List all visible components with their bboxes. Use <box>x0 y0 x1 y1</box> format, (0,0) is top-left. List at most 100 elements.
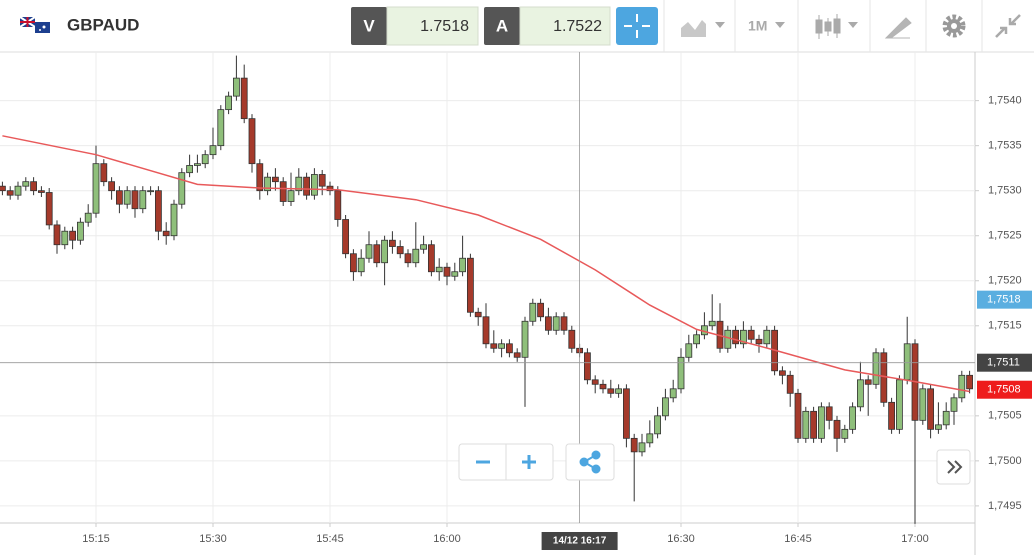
candle-body <box>724 329 732 349</box>
dropdown-arrow <box>775 22 785 28</box>
bid-price: 1.7518 <box>420 18 469 35</box>
candle-body <box>693 334 700 345</box>
candle-body <box>537 302 544 318</box>
candle-body <box>279 181 287 202</box>
candle-body <box>193 163 201 166</box>
candle-body <box>864 379 872 385</box>
candle-body <box>256 163 264 192</box>
candle-body <box>786 374 794 394</box>
candle-body <box>568 329 576 349</box>
candle-body <box>833 419 841 439</box>
share-panel <box>565 443 615 481</box>
candle-body <box>178 172 186 205</box>
candle-body <box>747 329 755 340</box>
share-button[interactable] <box>579 450 601 474</box>
y-tick-label: 1,7535 <box>988 140 1022 152</box>
candle-body <box>443 266 451 277</box>
candle-body <box>825 406 833 421</box>
candle-body <box>927 388 934 430</box>
candle-body <box>708 320 716 327</box>
candle-body <box>669 388 677 399</box>
candle-body <box>427 244 435 273</box>
candle-body <box>264 176 272 192</box>
collapse-button[interactable] <box>995 14 1021 38</box>
symbol: GBPAUD <box>67 15 139 34</box>
candle-body <box>100 163 108 183</box>
bid-badge[interactable] <box>351 7 387 45</box>
crosshair-value-box <box>977 353 1032 372</box>
candle-body <box>482 316 490 345</box>
y-tick-label: 1,7530 <box>988 185 1022 197</box>
scroll-to-end-button[interactable] <box>947 460 963 474</box>
candle-body <box>880 352 888 403</box>
candle-body <box>147 190 155 193</box>
candle-body <box>357 257 365 273</box>
settings-button[interactable] <box>942 14 966 38</box>
candle-body <box>108 181 115 192</box>
candle-body <box>38 190 45 193</box>
candle-body <box>30 181 38 192</box>
candle-body <box>84 212 92 223</box>
candle-body <box>849 406 856 430</box>
candle-body <box>560 316 568 331</box>
candle-body <box>950 397 958 412</box>
x-tick-label: 16:00 <box>433 533 461 545</box>
candle-body <box>69 230 76 241</box>
timeframe[interactable]: 1M <box>748 18 767 34</box>
candle-body <box>607 388 615 394</box>
candle-body <box>732 329 739 345</box>
candle-body <box>685 343 693 358</box>
price-marker-label: 1,7518 <box>987 294 1021 306</box>
crosshair-button[interactable] <box>616 7 658 45</box>
candle-body <box>77 221 84 241</box>
candle-body <box>318 174 326 187</box>
candle-body <box>958 374 966 399</box>
candle-body <box>123 190 131 205</box>
candle-body <box>209 145 217 156</box>
x-tick-label: 15:15 <box>82 533 110 545</box>
y-tick-label: 1,7500 <box>988 455 1022 467</box>
candle-body <box>45 192 53 226</box>
crosshair-time-box <box>541 532 618 550</box>
candle-body <box>22 181 30 187</box>
candle-body <box>755 338 763 345</box>
ask-box[interactable] <box>519 6 611 46</box>
ask-badge[interactable] <box>484 7 520 45</box>
candle-body <box>818 406 825 439</box>
candle-body <box>584 352 591 381</box>
candle-body <box>303 176 311 196</box>
candle-body <box>888 401 895 430</box>
candle-style-button[interactable] <box>815 14 858 39</box>
bid-box[interactable] <box>386 6 479 46</box>
candle-body <box>966 374 973 390</box>
candle-body <box>654 415 661 435</box>
candle-body <box>271 176 279 183</box>
candle-body <box>326 185 334 192</box>
candle-body <box>903 343 911 381</box>
candle-body <box>802 410 810 439</box>
candle-body <box>373 244 381 264</box>
candle-body <box>529 302 537 322</box>
x-tick-label: 15:30 <box>199 533 227 545</box>
zoom-in-button[interactable] <box>522 455 536 469</box>
y-tick-label: 1,7505 <box>988 410 1022 422</box>
candle-body <box>248 118 256 165</box>
y-tick-label: 1,7525 <box>988 230 1022 242</box>
candle-body <box>662 397 669 417</box>
candle-body <box>545 316 552 331</box>
candle-body <box>919 388 927 421</box>
candle-body <box>381 239 389 264</box>
candle-body <box>342 219 350 255</box>
candle-body <box>6 190 14 196</box>
candle-body <box>552 316 560 331</box>
crosshair-time-label: 14/12 16:17 <box>553 536 607 547</box>
candle-body <box>451 271 459 277</box>
draw-tool-button[interactable] <box>884 17 912 39</box>
candle-body <box>872 352 880 385</box>
candle-body <box>677 356 685 390</box>
candle-body <box>0 185 6 192</box>
candle-body <box>646 433 654 444</box>
crosshair-icon <box>624 14 650 38</box>
chart-type-button[interactable] <box>681 20 725 37</box>
candle-body <box>638 442 646 453</box>
